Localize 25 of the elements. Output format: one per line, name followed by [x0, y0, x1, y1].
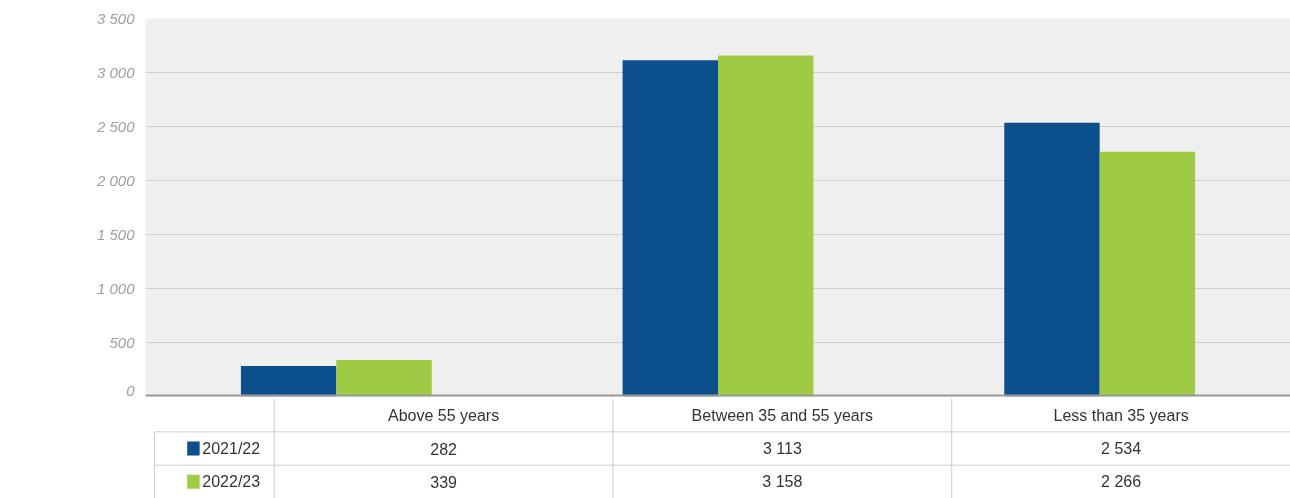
data-label: 3 113	[762, 440, 802, 457]
legend-label: 2021/22	[202, 440, 261, 457]
data-label: 282	[430, 440, 458, 458]
bar	[336, 359, 432, 397]
y-tick-label: 1 000	[96, 280, 136, 297]
data-label: 2 266	[1101, 473, 1142, 491]
y-tick-label: 0	[126, 381, 136, 399]
x-tick-label: Between 35 and 55 years	[691, 406, 874, 424]
bar	[1004, 122, 1100, 397]
x-tick-label: Above 55 years	[387, 406, 500, 424]
data-label: 339	[430, 473, 458, 491]
bar	[718, 55, 814, 397]
y-tick-label: 500	[109, 334, 136, 351]
y-tick-label: 1 500	[96, 226, 136, 243]
bar	[1099, 151, 1196, 397]
data-label: 2 534	[1101, 440, 1142, 457]
y-tick-label: 3 500	[96, 10, 136, 27]
y-tick-label: 2 500	[95, 118, 136, 135]
data-label: 3 158	[762, 473, 803, 491]
y-tick-label: 3 000	[96, 64, 136, 81]
y-tick-label: 2 000	[95, 172, 136, 189]
legend-label: 2022/23	[202, 473, 261, 491]
bar	[622, 60, 718, 397]
bar	[240, 366, 337, 397]
x-tick-label: Less than 35 years	[1053, 406, 1189, 424]
